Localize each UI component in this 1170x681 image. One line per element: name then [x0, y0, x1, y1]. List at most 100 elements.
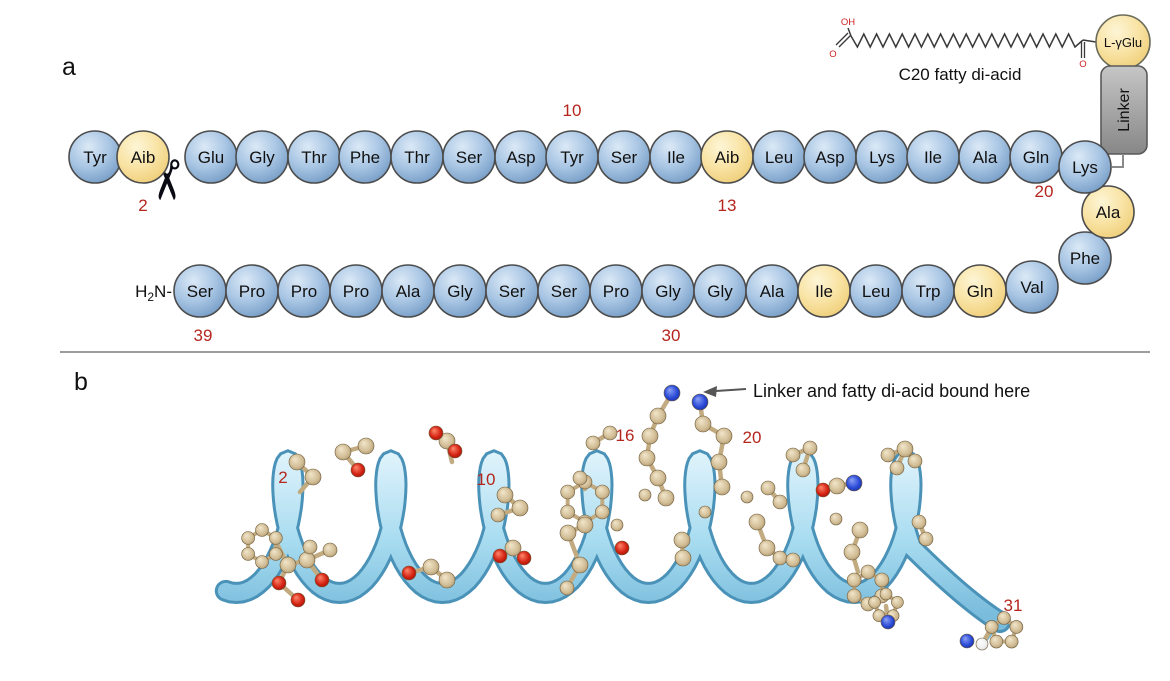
atom-ball-carbon	[241, 531, 255, 545]
atom-ball-carbon	[828, 477, 846, 495]
atom-ball-carbon	[641, 427, 659, 445]
residue-circle-Phe22	[1058, 231, 1112, 285]
linker-label: Linker	[1116, 88, 1133, 132]
panel-a-label: a	[62, 53, 76, 81]
marker-2: 2	[138, 196, 147, 215]
atom-ball-carbon	[559, 524, 577, 542]
carbon-chain	[850, 32, 1084, 49]
atom-ball-carbon	[288, 453, 306, 471]
atom-ball-carbon	[879, 587, 893, 601]
residue-label-Pro31: Pro	[603, 282, 629, 301]
fatty-oh-label: OH	[841, 17, 855, 28]
annotation-text: Linker and fatty di-acid bound here	[753, 381, 1030, 401]
atom-ball-carbon	[868, 595, 881, 609]
atom-ball-carbon	[304, 468, 322, 486]
atom-ball-oxygen	[290, 592, 306, 608]
residue-chain: Ser Pro Pro Pro Ala Gly Ser Ser Pro Gly Gly Ala Ile L…	[68, 130, 1135, 318]
atom-ball-carbon	[298, 551, 316, 569]
atom-ball-carbon	[560, 484, 575, 500]
residue-circle-Lys20	[1058, 140, 1112, 194]
atom-ball-carbon	[907, 453, 923, 469]
atom-ball-nitrogen	[880, 614, 896, 630]
atom-ball-carbon	[438, 571, 456, 589]
double-bond-left-2	[835, 32, 849, 46]
atom-ball-carbon	[772, 550, 788, 566]
atom-ball-carbon	[740, 490, 754, 504]
n-terminus-h: H	[135, 282, 147, 301]
helix-label-16: 16	[616, 426, 635, 445]
residue-label-Lys20: Lys	[1072, 158, 1098, 177]
atom-ball-carbon	[758, 539, 776, 557]
atom-ball-carbon	[698, 505, 712, 519]
residue-label-Ser11: Ser	[611, 148, 638, 167]
atom-ball-carbon	[269, 547, 283, 561]
residue-label-Phe22: Phe	[1070, 249, 1100, 268]
residue-circle-Val23	[1005, 260, 1059, 314]
atom-ball-carbon	[829, 512, 843, 526]
atom-ball-oxygen	[401, 565, 417, 581]
marker-39: 39	[194, 326, 213, 345]
gamma-glu-label: L-γGlu	[1104, 35, 1142, 50]
atom-ball-carbon	[269, 531, 283, 545]
atom-ball-carbon	[997, 611, 1011, 625]
atom-ball-carbon	[511, 499, 529, 517]
atom-ball-carbon	[357, 437, 375, 455]
n-terminus-n: N-	[154, 282, 172, 301]
fatty-acid-caption: C20 fatty di-acid	[899, 65, 1022, 84]
residue-label-Thr7: Thr	[404, 148, 430, 167]
residue-label-Pro38: Pro	[239, 282, 265, 301]
residue-label-Ser39: Ser	[187, 282, 214, 301]
atom-ball-carbon	[302, 539, 318, 555]
atom-ball-carbon	[255, 555, 269, 569]
residue-label-Ala21: Ala	[1096, 203, 1121, 222]
atom-ball-carbon	[560, 504, 575, 520]
atom-ball-carbon	[572, 470, 588, 486]
residue-label-Pro37: Pro	[291, 282, 317, 301]
atom-ball-carbon	[802, 440, 818, 456]
atom-ball-oxygen	[271, 575, 287, 591]
atom-ball-white	[975, 637, 989, 651]
atom-ball-carbon	[984, 620, 999, 634]
atom-ball-carbon	[760, 480, 776, 496]
n-terminus-sub: 2	[147, 290, 154, 304]
residue-label-Gly30: Gly	[655, 282, 681, 301]
n-terminus-label: H2N-	[135, 282, 172, 304]
fatty-o-right-label: O	[1079, 59, 1086, 70]
residue-label-Ile12: Ile	[667, 148, 685, 167]
residue-label-Tyr1: Tyr	[83, 148, 107, 167]
atom-ball-carbon	[891, 595, 904, 609]
atom-ball-oxygen	[516, 550, 532, 566]
atom-ball-carbon	[846, 588, 862, 604]
atom-ball-carbon	[638, 488, 652, 502]
residue-label-Ile17: Ile	[924, 148, 942, 167]
residue-label-Ala28: Ala	[760, 282, 785, 301]
atom-ball-carbon	[649, 407, 667, 425]
atom-ball-carbon	[334, 443, 352, 461]
atom-ball-nitrogen	[663, 384, 681, 402]
atom-ball-carbon	[673, 531, 691, 549]
c20-fatty-diacid-structure	[835, 27, 1097, 58]
atom-ball-carbon	[610, 518, 624, 532]
residue-label-Aib2: Aib	[131, 148, 156, 167]
atom-ball-carbon	[571, 556, 589, 574]
atom-ball-carbon	[241, 547, 255, 561]
residue-label-Leu14: Leu	[765, 148, 793, 167]
residue-label-Asp9: Asp	[506, 148, 535, 167]
atom-ball-carbon	[602, 425, 618, 441]
atom-ball-carbon	[595, 484, 610, 500]
residue-label-Gly4: Gly	[249, 148, 275, 167]
residue-label-Ile27: Ile	[815, 282, 833, 301]
atom-ball-carbon	[785, 552, 801, 568]
atom-ball-carbon	[880, 447, 896, 463]
marker-30: 30	[662, 326, 681, 345]
annotation-arrow-line	[715, 388, 747, 392]
ribbon-face	[217, 452, 1008, 630]
bond-to-gammaGlu	[1082, 39, 1097, 43]
atom-ball-carbon	[490, 507, 506, 523]
atom-ball-oxygen	[428, 425, 444, 441]
atom-ball-carbon	[496, 486, 514, 504]
atom-ball-nitrogen	[845, 474, 863, 492]
linker-lys-connector	[1112, 154, 1124, 168]
atom-ball-oxygen	[815, 482, 831, 498]
